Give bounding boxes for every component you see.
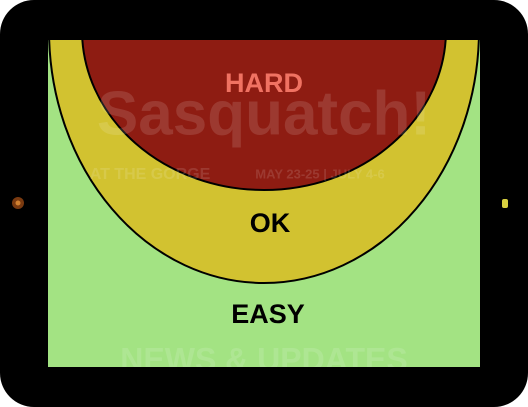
website-heading: NEWS & UPDATES (120, 341, 407, 377)
home-button (502, 199, 508, 208)
website-subtitle: AT THE GORGE (90, 166, 211, 183)
website-dates: MAY 23-25 | JULY 4-6 (255, 166, 384, 181)
zone-label: HARD (225, 68, 303, 98)
screen: Sasquatch! AT THE GORGE MAY 23-25 | JULY… (48, 40, 480, 377)
zone-label: EASY (231, 299, 305, 329)
camera-lens (15, 200, 21, 206)
hard-zone (81, 40, 447, 191)
website-title: Sasquatch! (97, 79, 431, 148)
zone-label: OK (250, 208, 291, 238)
